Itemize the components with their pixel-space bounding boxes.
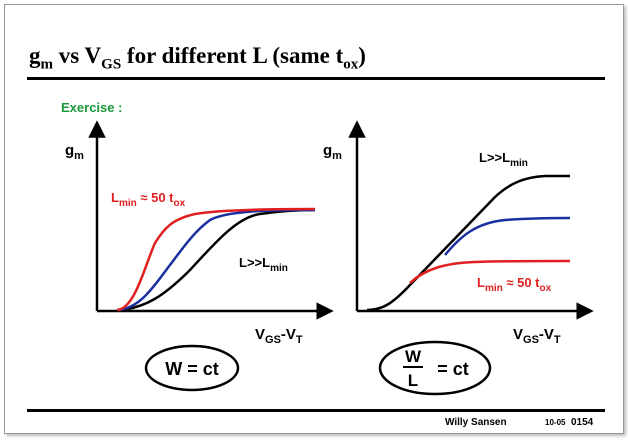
right-label-l-large: L>>Lmin <box>479 150 528 169</box>
title-tox-sub: ox <box>343 56 359 73</box>
title-rest: for different L (same t <box>121 43 344 68</box>
left-condition: W = ct <box>165 359 219 379</box>
title-gm-sub: m <box>40 56 54 73</box>
left-curve-l-min <box>116 207 316 312</box>
left-label-lmin: Lmin ≈ 50 tox <box>111 190 186 209</box>
exercise-label: Exercise : <box>61 100 123 115</box>
right-condition-rest: = ct <box>437 359 469 379</box>
right-x-label: VGS-VT <box>513 326 561 346</box>
left-y-label: gm <box>65 142 84 162</box>
footer-code: 10-05 <box>545 418 566 427</box>
left-condition-oval <box>144 344 240 392</box>
right-condition-oval <box>378 340 492 396</box>
title-vgs-sub: GS <box>101 56 122 73</box>
slide: gm vs VGS for different L (same tox) Exe… <box>4 4 624 434</box>
gm-vs-vgs-diagram: gm VGS-VT Lmin ≈ 50 tox L>>Lmin W = ct g… <box>65 120 594 396</box>
title-close: ) <box>358 43 366 68</box>
footer-divider <box>27 409 605 412</box>
right-condition-numerator: W <box>405 347 422 366</box>
footer-page-number: 0154 <box>571 417 594 428</box>
title-gm: g <box>29 43 41 68</box>
page-title: gm vs VGS for different L (same tox) <box>29 43 366 74</box>
left-x-label: VGS-VT <box>255 326 303 346</box>
right-curve-l-min <box>409 259 571 284</box>
right-label-lmin: Lmin ≈ 50 tox <box>477 275 552 294</box>
title-divider <box>27 77 605 80</box>
right-condition-denominator: L <box>408 371 418 390</box>
right-plot: gm VGS-VT L>>Lmin Lmin ≈ 50 tox W L = ct <box>323 120 594 396</box>
left-plot: gm VGS-VT Lmin ≈ 50 tox L>>Lmin W = ct <box>65 120 334 392</box>
title-vs: vs V <box>53 43 102 68</box>
right-curve-l-mid <box>444 216 571 256</box>
right-curve-l-large <box>366 174 570 312</box>
footer-author: Willy Sansen <box>445 417 507 428</box>
left-label-l-large: L>>Lmin <box>239 255 288 274</box>
left-curve-l-mid <box>116 208 316 312</box>
right-y-label: gm <box>323 142 342 162</box>
